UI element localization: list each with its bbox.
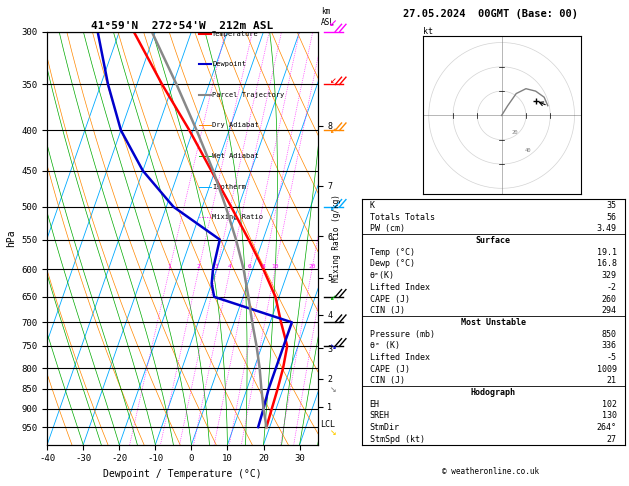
Text: Lifted Index: Lifted Index xyxy=(370,353,430,362)
Text: ↘: ↘ xyxy=(330,384,337,394)
X-axis label: Dewpoint / Temperature (°C): Dewpoint / Temperature (°C) xyxy=(103,469,262,479)
Text: 3.49: 3.49 xyxy=(597,225,616,233)
Text: 8: 8 xyxy=(262,264,265,269)
Text: SREH: SREH xyxy=(370,411,389,420)
Text: CAPE (J): CAPE (J) xyxy=(370,364,409,374)
Text: StmSpd (kt): StmSpd (kt) xyxy=(370,435,425,444)
Text: Dewp (°C): Dewp (°C) xyxy=(370,260,415,268)
Text: ↘: ↘ xyxy=(330,427,337,437)
Text: 260: 260 xyxy=(602,295,616,304)
Text: Dry Adiabat: Dry Adiabat xyxy=(212,122,259,128)
Text: Parcel Trajectory: Parcel Trajectory xyxy=(212,92,284,98)
Text: K: K xyxy=(370,201,374,210)
Text: θᵉ(K): θᵉ(K) xyxy=(370,271,394,280)
Text: PW (cm): PW (cm) xyxy=(370,225,404,233)
Text: CIN (J): CIN (J) xyxy=(370,376,404,385)
Text: CIN (J): CIN (J) xyxy=(370,306,404,315)
Text: Temperature: Temperature xyxy=(212,31,259,36)
Text: ↙: ↙ xyxy=(330,202,337,212)
Y-axis label: hPa: hPa xyxy=(6,229,16,247)
Text: 20: 20 xyxy=(308,264,316,269)
Text: 6: 6 xyxy=(248,264,252,269)
Text: -2: -2 xyxy=(607,283,616,292)
Text: Wet Adiabat: Wet Adiabat xyxy=(212,153,259,159)
Text: Totals Totals: Totals Totals xyxy=(370,213,435,222)
Text: Lifted Index: Lifted Index xyxy=(370,283,430,292)
Text: Pressure (mb): Pressure (mb) xyxy=(370,330,435,339)
Text: ↘: ↘ xyxy=(330,341,337,351)
Text: 2: 2 xyxy=(197,264,201,269)
Text: 27.05.2024  00GMT (Base: 00): 27.05.2024 00GMT (Base: 00) xyxy=(403,9,578,19)
Text: 102: 102 xyxy=(602,399,616,409)
Text: Isotherm: Isotherm xyxy=(212,184,246,190)
Text: Temp (°C): Temp (°C) xyxy=(370,248,415,257)
Title: 41°59'N  272°54'W  212m ASL: 41°59'N 272°54'W 212m ASL xyxy=(91,21,274,31)
Text: 35: 35 xyxy=(607,201,616,210)
Text: CAPE (J): CAPE (J) xyxy=(370,295,409,304)
Text: StmDir: StmDir xyxy=(370,423,399,432)
Text: © weatheronline.co.uk: © weatheronline.co.uk xyxy=(442,467,539,476)
Text: Surface: Surface xyxy=(476,236,511,245)
Text: ↙: ↙ xyxy=(329,15,338,29)
Text: EH: EH xyxy=(370,399,379,409)
Text: ↙: ↙ xyxy=(330,292,337,302)
Text: 329: 329 xyxy=(602,271,616,280)
Text: ↙: ↙ xyxy=(330,125,337,135)
Text: 40: 40 xyxy=(525,148,532,153)
Text: Most Unstable: Most Unstable xyxy=(460,318,526,327)
Text: 1009: 1009 xyxy=(597,364,616,374)
Text: Mixing Ratio (g/kg): Mixing Ratio (g/kg) xyxy=(332,194,341,282)
Text: 56: 56 xyxy=(607,213,616,222)
Text: 21: 21 xyxy=(607,376,616,385)
Text: 850: 850 xyxy=(602,330,616,339)
Text: Hodograph: Hodograph xyxy=(470,388,516,397)
Text: km
ASL: km ASL xyxy=(321,7,335,27)
Text: 264°: 264° xyxy=(597,423,616,432)
Text: -5: -5 xyxy=(607,353,616,362)
Text: 27: 27 xyxy=(607,435,616,444)
Text: 19.1: 19.1 xyxy=(597,248,616,257)
Text: 4: 4 xyxy=(228,264,232,269)
Text: 336: 336 xyxy=(602,341,616,350)
Text: Mixing Ratio: Mixing Ratio xyxy=(212,214,263,220)
Text: 130: 130 xyxy=(602,411,616,420)
Text: 3: 3 xyxy=(215,264,219,269)
Text: 294: 294 xyxy=(602,306,616,315)
Text: LCL: LCL xyxy=(320,420,335,429)
Text: kt: kt xyxy=(423,27,433,36)
Text: 20: 20 xyxy=(512,130,518,135)
Text: Dewpoint: Dewpoint xyxy=(212,61,246,67)
Text: θᵉ (K): θᵉ (K) xyxy=(370,341,399,350)
Text: 16.8: 16.8 xyxy=(597,260,616,268)
Text: ↙: ↙ xyxy=(330,75,337,85)
Text: 1: 1 xyxy=(167,264,171,269)
Text: 10: 10 xyxy=(271,264,279,269)
